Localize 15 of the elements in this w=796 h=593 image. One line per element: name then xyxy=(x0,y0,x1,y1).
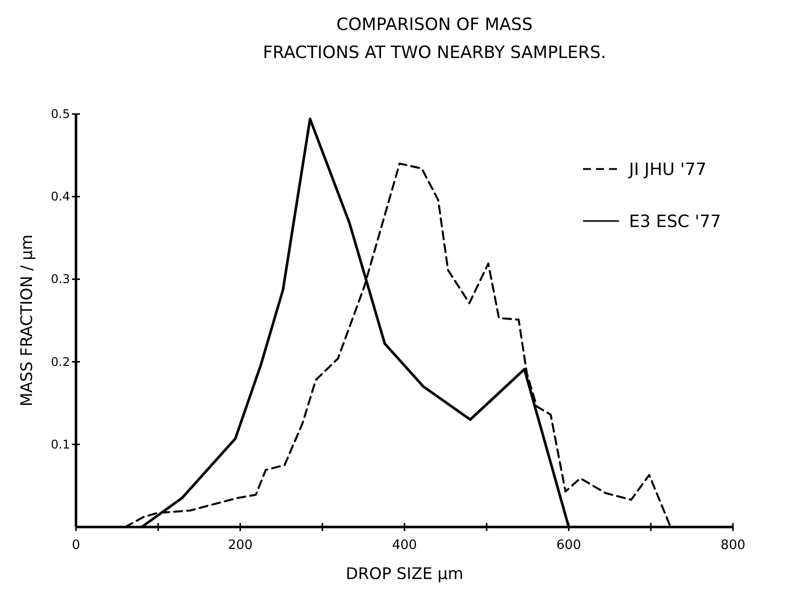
x-tick-label: 200 xyxy=(228,538,253,553)
y-tick-label: 0.4 xyxy=(50,190,70,204)
chart-title: COMPARISON OF MASS FRACTIONS AT TWO NEARBY SAMPLERS. xyxy=(262,15,606,63)
x-tick-label: 600 xyxy=(556,538,582,553)
y-tick-label: 0.5 xyxy=(50,107,70,121)
y-tick-label: 0.2 xyxy=(50,354,70,369)
y-tick-label: 0.3 xyxy=(50,272,70,286)
y-axis-title: MASS FRACTION / µm xyxy=(17,234,36,407)
legend-label: JI JHU '77 xyxy=(628,160,706,180)
x-axis-title: DROP SIZE µm xyxy=(346,564,464,583)
x-tick-label: 0 xyxy=(72,538,80,553)
x-tick-label: 400 xyxy=(392,538,417,553)
legend-label: E3 ESC '77 xyxy=(629,212,722,232)
x-tick-label: 800 xyxy=(720,538,746,553)
y-tick-label: 0.1 xyxy=(50,437,70,452)
